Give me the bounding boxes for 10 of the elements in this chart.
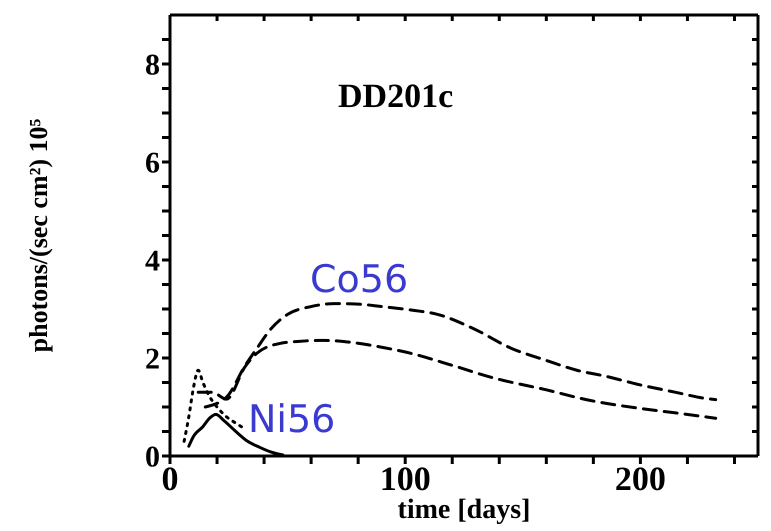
y-tick-label: 6	[145, 146, 160, 180]
y-tick-label: 0	[145, 440, 160, 474]
y-axis-title: photons/(sec cm²) 10⁵	[24, 118, 54, 352]
annotation: Ni56	[248, 397, 336, 441]
y-tick-label: 8	[145, 48, 160, 82]
y-tick-label: 4	[145, 244, 160, 278]
x-tick-label: 200	[614, 461, 666, 498]
y-tick-label: 2	[145, 342, 160, 376]
text: DD201c	[338, 78, 454, 116]
annotation: Co56	[310, 257, 408, 301]
